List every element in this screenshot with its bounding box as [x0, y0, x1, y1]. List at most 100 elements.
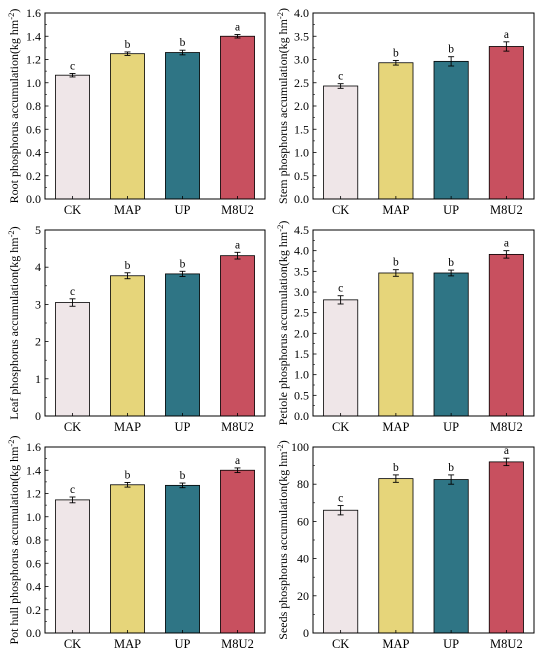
y-tick-label: 0.5 [294, 169, 309, 183]
y-tick-label: 0.4 [26, 146, 41, 160]
x-tick-label-MAP: MAP [382, 203, 409, 217]
y-tick-label: 1.0 [26, 76, 41, 90]
x-tick-label-M8U2: M8U2 [490, 420, 523, 434]
bar-UP [433, 272, 469, 417]
bar-UP [433, 479, 469, 634]
significance-letter-UP: b [180, 470, 186, 482]
y-tick-label: 60 [297, 514, 309, 528]
y-axis-label: Seeds phosphorus accumulation(kg hm-2) [275, 440, 290, 639]
y-tick-label: 0.4 [26, 580, 41, 594]
y-axis-label: Petiole phosphorus accumulation(kg hm-2) [275, 221, 290, 426]
bar-CK [323, 85, 359, 200]
significance-letter-M8U2: a [235, 455, 240, 467]
y-tick-label: 20 [297, 589, 309, 603]
y-tick-label: 2.5 [294, 306, 309, 320]
y-tick-label: 3.0 [294, 285, 309, 299]
significance-letter-M8U2: a [504, 238, 509, 250]
y-tick-label: 0 [35, 409, 41, 423]
chart-panel-4: c CK b MAP b UP a M8U2 0.0 0.5 1.0 1.5 2.0 2.5 3.0 3.5 4… [275, 221, 535, 434]
y-tick-label: 40 [297, 552, 309, 566]
significance-letter-MAP: b [125, 469, 131, 481]
plot-frame [312, 446, 535, 634]
x-tick-label-UP: UP [175, 637, 191, 651]
x-tick-label-UP: UP [443, 637, 459, 651]
y-tick-label: 4.0 [294, 6, 309, 20]
plot-frame [312, 229, 535, 417]
y-tick-label: 2 [35, 335, 41, 349]
bar-CK [323, 509, 359, 634]
significance-letter-CK: c [338, 71, 343, 83]
y-tick-label: 2.0 [294, 326, 309, 340]
y-tick-label: 2.0 [294, 99, 309, 113]
bar-M8U2 [488, 46, 524, 200]
y-tick-label: 0.0 [26, 192, 41, 206]
x-tick-label-MAP: MAP [114, 637, 141, 651]
y-tick-label: 3.5 [294, 264, 309, 278]
y-tick-label: 1.4 [26, 463, 41, 477]
significance-letter-MAP: b [393, 47, 399, 59]
significance-letter-CK: c [70, 60, 75, 72]
chart-panel-2: c CK b MAP b UP a M8U2 0.0 0.5 1.0 1.5 2.0 2.5 3.0 3.5 4… [275, 6, 535, 217]
y-tick-label: 3.5 [294, 29, 309, 43]
significance-letter-MAP: b [393, 257, 399, 269]
plot-frame [44, 229, 266, 417]
bar-CK [55, 302, 90, 417]
y-tick-label: 1.6 [26, 440, 41, 454]
y-tick-label: 0.2 [26, 169, 41, 183]
x-tick-label-UP: UP [175, 420, 191, 434]
y-tick-label: 1.2 [26, 53, 41, 67]
x-tick-label-MAP: MAP [114, 420, 141, 434]
y-tick-label: 0.8 [26, 99, 41, 113]
y-tick-label: 0.5 [294, 388, 309, 402]
y-tick-label: 1.0 [294, 146, 309, 160]
significance-letter-M8U2: a [504, 29, 509, 41]
significance-letter-UP: b [180, 258, 186, 270]
bar-MAP [378, 62, 414, 200]
significance-letter-UP: b [448, 462, 454, 474]
significance-letter-M8U2: a [235, 22, 240, 34]
x-tick-label-CK: CK [64, 637, 81, 651]
plot-frame [44, 446, 266, 634]
x-tick-label-CK: CK [332, 637, 349, 651]
bar-UP [165, 484, 200, 634]
significance-letter-M8U2: a [504, 445, 509, 457]
y-tick-label: 0.6 [26, 122, 41, 136]
y-tick-label: 2.5 [294, 76, 309, 90]
x-tick-label-MAP: MAP [114, 203, 141, 217]
bar-UP [165, 273, 200, 417]
y-tick-label: 3.0 [294, 53, 309, 67]
significance-letter-CK: c [70, 484, 75, 496]
significance-letter-UP: b [180, 37, 186, 49]
bar-MAP [110, 275, 145, 417]
x-tick-label-M8U2: M8U2 [490, 637, 523, 651]
x-tick-label-M8U2: M8U2 [221, 420, 254, 434]
y-tick-label: 0.8 [26, 533, 41, 547]
bar-M8U2 [220, 35, 255, 200]
y-tick-label: 4 [35, 260, 41, 274]
bar-M8U2 [220, 255, 255, 417]
y-tick-label: 1.0 [26, 510, 41, 524]
x-tick-label-MAP: MAP [382, 637, 409, 651]
significance-letter-M8U2: a [235, 239, 240, 251]
bar-MAP [110, 53, 145, 200]
y-tick-label: 100 [291, 440, 309, 454]
y-tick-label: 80 [297, 477, 309, 491]
bar-CK [323, 299, 359, 417]
x-tick-label-CK: CK [332, 420, 349, 434]
x-tick-label-M8U2: M8U2 [221, 203, 254, 217]
y-tick-label: 3 [35, 297, 41, 311]
y-tick-label: 4.0 [294, 244, 309, 258]
x-tick-label-CK: CK [332, 203, 349, 217]
significance-letter-MAP: b [393, 462, 399, 474]
significance-letter-CK: c [338, 283, 343, 295]
significance-letter-MAP: b [125, 260, 131, 272]
x-tick-label-CK: CK [64, 203, 81, 217]
bar-CK [55, 499, 90, 634]
x-tick-label-M8U2: M8U2 [490, 203, 523, 217]
x-tick-label-CK: CK [64, 420, 81, 434]
chart-panel-3: c CK b MAP b UP a M8U2 0 1 2 3 4 5 Leaf phosphorus acc… [6, 223, 266, 434]
bar-CK [55, 74, 90, 200]
bar-MAP [378, 478, 414, 634]
bar-M8U2 [488, 461, 524, 634]
